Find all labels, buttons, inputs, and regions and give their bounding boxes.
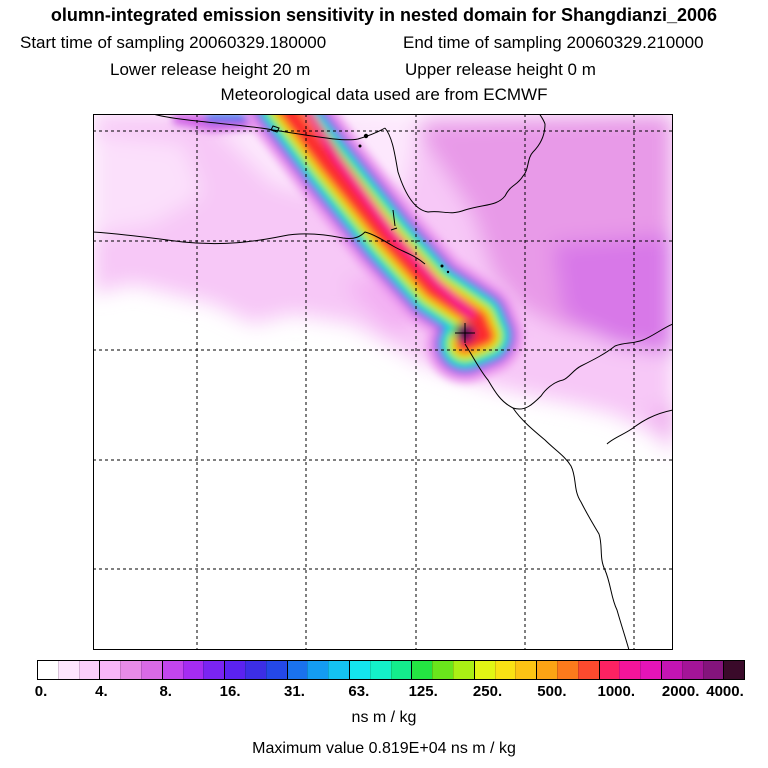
legend-color-segment xyxy=(660,661,682,679)
legend-color-segment xyxy=(286,661,308,679)
legend-tick-label: 4000. xyxy=(706,683,744,700)
map-title: olumn-integrated emission sensitivity in… xyxy=(50,5,718,25)
sensitivity-field xyxy=(93,114,673,454)
legend-color-segment xyxy=(203,661,225,679)
legend-tick-label: 8. xyxy=(159,683,172,700)
legend-color-segment xyxy=(99,661,121,679)
legend-color-segment xyxy=(452,661,474,679)
legend-color-segment xyxy=(78,661,100,679)
legend-color-segment xyxy=(161,661,183,679)
met-data-source: Meteorological data used are from ECMWF xyxy=(220,85,548,104)
legend-color-segment xyxy=(224,661,245,679)
legend-color-segment xyxy=(57,661,79,679)
legend-tick-label: 2000. xyxy=(661,683,700,700)
release-site-marker xyxy=(455,323,475,343)
legend-color-segment xyxy=(619,661,641,679)
legend-color-segment xyxy=(244,661,266,679)
legend-color-segment xyxy=(681,661,703,679)
coastlines xyxy=(93,114,673,650)
legend-color-segment xyxy=(390,661,412,679)
legend-tick-label: 63. xyxy=(348,683,370,700)
legend-color-segment xyxy=(556,661,578,679)
legend-tick-label: 1000. xyxy=(597,683,636,700)
legend-color-segment xyxy=(411,661,433,679)
legend-color-segment xyxy=(515,661,537,679)
legend-color-segment xyxy=(640,661,661,679)
legend-tick-label: 250. xyxy=(472,683,503,700)
land-markers xyxy=(358,133,450,274)
legend-color-segment xyxy=(494,661,516,679)
legend-tick-label: 500. xyxy=(537,683,567,700)
upper-release-height: Upper release height 0 m xyxy=(405,60,596,79)
color-legend-bar xyxy=(37,660,745,680)
start-time: Start time of sampling 20060329.180000 xyxy=(20,33,327,52)
legend-color-segment xyxy=(120,661,141,679)
legend-color-segment xyxy=(536,661,557,679)
legend-color-segment xyxy=(598,661,620,679)
legend-color-segment xyxy=(328,661,349,679)
end-time: End time of sampling 20060329.210000 xyxy=(403,33,704,52)
lat-lon-grid xyxy=(93,114,673,650)
sensitivity-map xyxy=(93,114,673,650)
legend-tick-label: 4. xyxy=(95,683,108,700)
legend-units: ns m / kg xyxy=(351,709,417,726)
legend-color-segment xyxy=(348,661,370,679)
legend-color-segment xyxy=(140,661,162,679)
legend-color-segment xyxy=(307,661,329,679)
legend-color-segment xyxy=(473,661,495,679)
legend-color-segment xyxy=(38,661,58,679)
legend-color-segment xyxy=(182,661,204,679)
legend-color-segment xyxy=(432,661,453,679)
map-frame xyxy=(93,114,673,650)
legend-color-segment xyxy=(723,661,745,679)
legend-tick-label: 16. xyxy=(219,683,241,700)
legend-color-segment xyxy=(265,661,287,679)
maximum-value: Maximum value 0.819E+04 ns m / kg xyxy=(252,740,516,757)
legend-color-segment xyxy=(702,661,724,679)
plume xyxy=(173,114,524,383)
legend-tick-label: 31. xyxy=(284,683,305,700)
legend-tick-label: 125. xyxy=(408,683,438,700)
legend-color-segment xyxy=(577,661,599,679)
legend-tick-label: 0. xyxy=(34,683,48,700)
legend-color-segment xyxy=(369,661,391,679)
lower-release-height: Lower release height 20 m xyxy=(110,60,311,79)
